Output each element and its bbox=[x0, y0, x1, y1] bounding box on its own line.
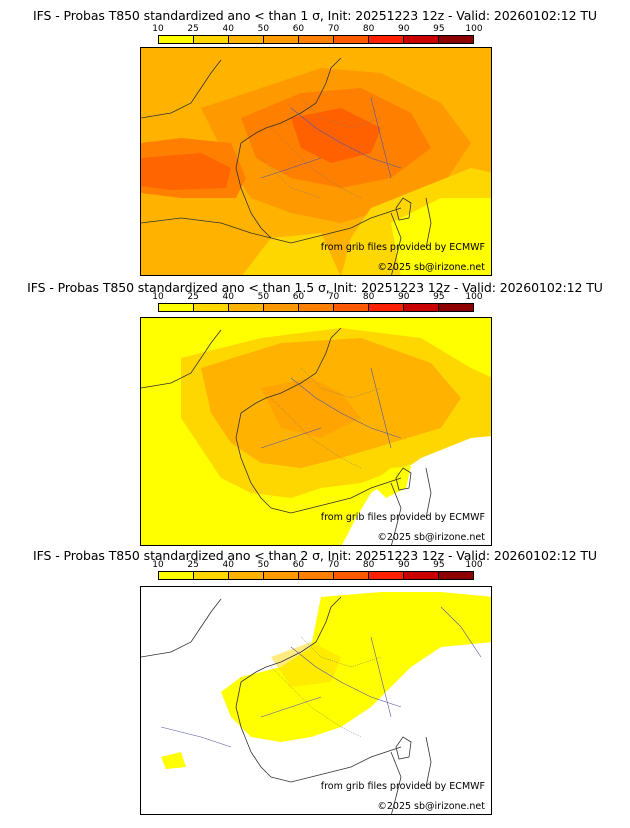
colorbar-swatch bbox=[404, 304, 439, 311]
colorbar-swatch bbox=[369, 304, 404, 311]
colorbar-swatch bbox=[159, 572, 194, 579]
colorbar: 10 25 40 50 60 70 80 90 95 100 bbox=[152, 560, 483, 582]
colorbar-tick-label: 50 bbox=[257, 24, 270, 34]
panel-title: IFS - Probas T850 standardized ano < tha… bbox=[27, 280, 603, 295]
colorbar-swatch bbox=[159, 36, 194, 43]
colorbar-tick-label: 60 bbox=[292, 560, 305, 570]
colorbar-tick-label: 25 bbox=[187, 560, 199, 570]
panel-title: IFS - Probas T850 standardized ano < tha… bbox=[33, 548, 597, 563]
colorbar-tick-label: 60 bbox=[292, 24, 305, 34]
colorbar-tick-label: 50 bbox=[257, 292, 270, 302]
colorbar-swatch bbox=[229, 36, 264, 43]
colorbar-tick-label: 10 bbox=[152, 560, 164, 570]
colorbar-tick-label: 40 bbox=[222, 292, 234, 302]
colorbar-swatch bbox=[264, 36, 299, 43]
copyright: ©2025 sb@irizone.net bbox=[377, 262, 485, 273]
colorbar-tick-label: 95 bbox=[433, 560, 445, 570]
colorbar-tick-label: 100 bbox=[465, 560, 483, 570]
colorbar-swatches bbox=[158, 303, 474, 312]
colorbar-tick-label: 70 bbox=[327, 24, 340, 34]
probability-map: from grib files provided by ECMWF ©2025 … bbox=[140, 47, 492, 276]
colorbar-labels: 10 25 40 50 60 70 80 90 95 100 bbox=[152, 292, 482, 303]
map-canvas bbox=[141, 318, 491, 545]
colorbar-swatch bbox=[264, 572, 299, 579]
source-credit: from grib files provided by ECMWF bbox=[320, 512, 485, 523]
colorbar-tick-label: 80 bbox=[362, 560, 375, 570]
colorbar-tick-label: 70 bbox=[327, 560, 340, 570]
colorbar: 10 25 40 50 60 70 80 90 95 100 bbox=[152, 24, 483, 46]
colorbar-labels: 10 25 40 50 60 70 80 90 95 100 bbox=[152, 560, 482, 571]
colorbar-tick-label: 25 bbox=[187, 24, 199, 34]
colorbar-swatch bbox=[369, 36, 404, 43]
colorbar-swatch bbox=[334, 36, 369, 43]
colorbar-tick-label: 25 bbox=[187, 292, 199, 302]
colorbar-tick-label: 100 bbox=[465, 24, 483, 34]
colorbar-tick-label: 95 bbox=[433, 24, 445, 34]
colorbar: 10 25 40 50 60 70 80 90 95 100 bbox=[152, 292, 483, 314]
colorbar-swatch bbox=[194, 36, 229, 43]
colorbar-tick-label: 80 bbox=[362, 292, 375, 302]
colorbar-swatch bbox=[194, 572, 229, 579]
map-canvas bbox=[141, 48, 491, 275]
map-canvas bbox=[141, 587, 491, 814]
panel-title: IFS - Probas T850 standardized ano < tha… bbox=[33, 8, 597, 23]
colorbar-swatch bbox=[439, 304, 473, 311]
colorbar-swatch bbox=[404, 36, 439, 43]
colorbar-tick-label: 50 bbox=[257, 560, 270, 570]
colorbar-tick-label: 80 bbox=[362, 24, 375, 34]
colorbar-swatch bbox=[194, 304, 229, 311]
colorbar-tick-label: 10 bbox=[152, 292, 164, 302]
probability-map: from grib files provided by ECMWF ©2025 … bbox=[140, 586, 492, 815]
colorbar-labels: 10 25 40 50 60 70 80 90 95 100 bbox=[152, 24, 482, 35]
colorbar-tick-label: 95 bbox=[433, 292, 445, 302]
colorbar-tick-label: 90 bbox=[398, 292, 410, 302]
colorbar-tick-label: 90 bbox=[398, 560, 410, 570]
colorbar-tick-label: 10 bbox=[152, 24, 164, 34]
colorbar-swatch bbox=[299, 36, 334, 43]
colorbar-swatch bbox=[439, 36, 473, 43]
colorbar-tick-label: 40 bbox=[222, 560, 234, 570]
colorbar-swatch bbox=[369, 572, 404, 579]
colorbar-swatch bbox=[299, 572, 334, 579]
colorbar-swatch bbox=[334, 572, 369, 579]
colorbar-tick-label: 40 bbox=[222, 24, 234, 34]
colorbar-tick-label: 100 bbox=[465, 292, 483, 302]
colorbar-tick-label: 70 bbox=[327, 292, 340, 302]
colorbar-swatch bbox=[229, 572, 264, 579]
colorbar-swatch bbox=[334, 304, 369, 311]
colorbar-swatches bbox=[158, 35, 474, 44]
colorbar-swatch bbox=[264, 304, 299, 311]
source-credit: from grib files provided by ECMWF bbox=[320, 242, 485, 253]
colorbar-swatches bbox=[158, 571, 474, 580]
colorbar-swatch bbox=[159, 304, 194, 311]
colorbar-tick-label: 90 bbox=[398, 24, 410, 34]
copyright: ©2025 sb@irizone.net bbox=[377, 532, 485, 543]
colorbar-tick-label: 60 bbox=[292, 292, 305, 302]
copyright: ©2025 sb@irizone.net bbox=[377, 801, 485, 812]
source-credit: from grib files provided by ECMWF bbox=[320, 781, 485, 792]
colorbar-swatch bbox=[404, 572, 439, 579]
colorbar-swatch bbox=[439, 572, 473, 579]
colorbar-swatch bbox=[229, 304, 264, 311]
colorbar-swatch bbox=[299, 304, 334, 311]
probability-map: from grib files provided by ECMWF ©2025 … bbox=[140, 317, 492, 546]
